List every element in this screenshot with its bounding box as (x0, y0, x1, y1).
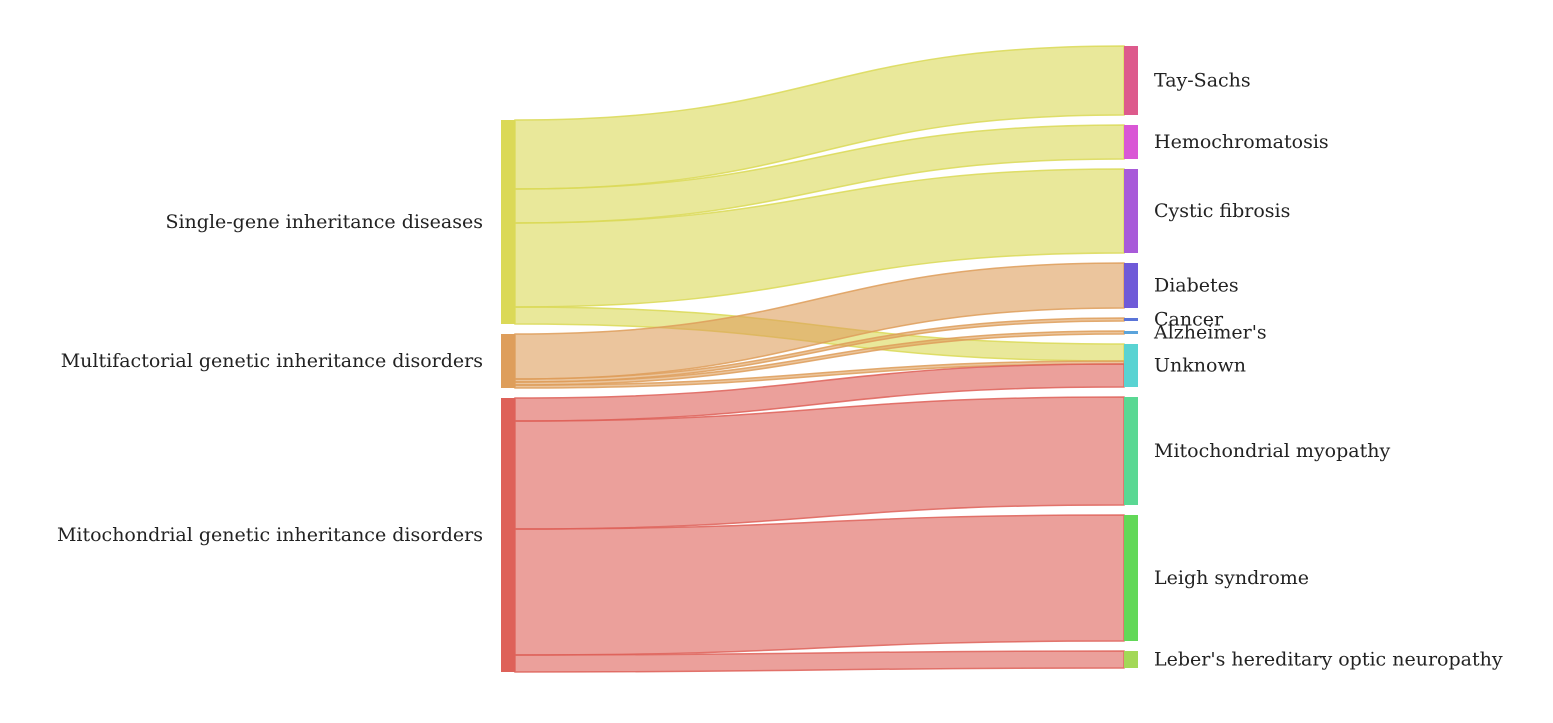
target-node-leigh (1124, 515, 1138, 641)
source-label-multifactorial-genetic-inheritance-disorders: Multifactorial genetic inheritance disor… (61, 350, 483, 372)
target-node-cancer (1124, 318, 1138, 321)
target-node-diab (1124, 263, 1138, 308)
source-label-single-gene-inheritance-diseases: Single-gene inheritance diseases (165, 211, 483, 233)
target-node-hemo (1124, 125, 1138, 159)
target-node-tay (1124, 46, 1138, 115)
target-label-hemochromatosis: Hemochromatosis (1154, 131, 1329, 153)
target-label-cancer: Cancer (1154, 309, 1224, 331)
target-label-leber-s-hereditary-optic-neuropathy: Leber's hereditary optic neuropathy (1154, 649, 1503, 671)
target-label-leigh-syndrome: Leigh syndrome (1154, 567, 1309, 589)
source-node-multi (501, 334, 515, 388)
target-label-unknown: Unknown (1154, 355, 1246, 377)
sankey-links (514, 45, 1125, 673)
source-label-mitochondrial-genetic-inheritance-disorders: Mitochondrial genetic inheritance disord… (57, 524, 483, 546)
sankey-labels: Single-gene inheritance diseases Multifac… (57, 70, 1503, 671)
link-mito-to-leigh (514, 514, 1125, 656)
target-label-tay-sachs: Tay-Sachs (1154, 70, 1251, 92)
sankey-nodes (501, 46, 1138, 672)
target-node-leber (1124, 651, 1138, 668)
target-node-cf (1124, 169, 1138, 253)
target-label-cystic-fibrosis: Cystic fibrosis (1154, 200, 1290, 222)
source-node-mito (501, 398, 515, 672)
link-mito-to-leber (514, 650, 1125, 673)
target-node-alz (1124, 331, 1138, 334)
source-node-single (501, 120, 515, 324)
target-node-unknown (1124, 344, 1138, 387)
target-label-alzheimer-s: Alzheimer's (1153, 322, 1267, 344)
target-node-mitomyo (1124, 397, 1138, 505)
target-label-mitochondrial-myopathy: Mitochondrial myopathy (1154, 440, 1390, 462)
target-label-diabetes: Diabetes (1154, 275, 1239, 297)
